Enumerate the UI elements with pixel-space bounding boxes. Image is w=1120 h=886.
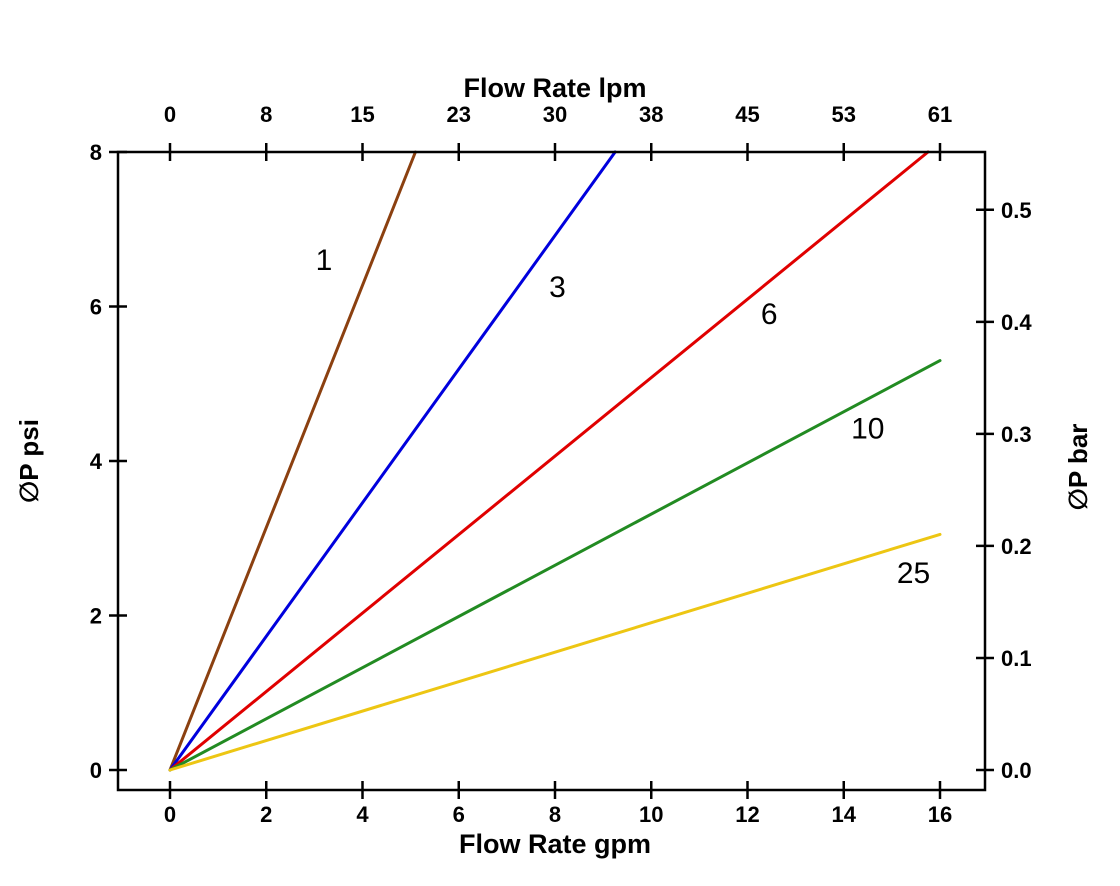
series-label-3: 3	[549, 271, 566, 304]
top-axis-tick-label: 8	[260, 102, 272, 127]
series-line-6	[168, 150, 930, 772]
top-axis-tick-label: 38	[639, 102, 663, 127]
series-label-1: 1	[316, 244, 333, 277]
bottom-axis-title: Flow Rate gpm	[459, 829, 651, 859]
top-axis-title: Flow Rate lpm	[463, 73, 646, 103]
left-axis-tick-label: 4	[90, 449, 103, 474]
top-axis-tick-label: 30	[543, 102, 567, 127]
series-line-1	[168, 150, 417, 772]
series-line-3	[168, 150, 617, 772]
series-line-10	[168, 359, 942, 772]
right-axis-tick-label: 0.3	[1001, 422, 1032, 447]
bottom-axis-tick-label: 14	[832, 802, 857, 827]
right-axis-tick-label: 0.5	[1001, 198, 1032, 223]
top-axis-tick-label: 61	[928, 102, 952, 127]
bottom-axis-tick-label: 2	[260, 802, 272, 827]
left-axis-title: ∅P psi	[14, 419, 44, 503]
top-axis-tick-label: 45	[735, 102, 759, 127]
right-axis-title: ∅P bar	[1063, 424, 1093, 511]
left-axis-tick-label: 6	[90, 295, 102, 320]
bottom-axis-tick-label: 8	[549, 802, 561, 827]
bottom-axis-tick-label: 16	[928, 802, 952, 827]
top-axis-tick-label: 23	[447, 102, 471, 127]
series-label-6: 6	[761, 298, 778, 331]
series-line-25	[168, 532, 942, 772]
left-axis-tick-label: 8	[90, 140, 102, 165]
left-axis-tick-label: 2	[90, 604, 102, 629]
top-axis-tick-label: 0	[164, 102, 176, 127]
plot-frame	[116, 150, 987, 792]
top-axis-tick-label: 53	[832, 102, 856, 127]
bottom-axis-tick-label: 4	[356, 802, 369, 827]
bottom-axis-tick-label: 12	[735, 802, 759, 827]
left-axis-tick-label: 0	[90, 758, 102, 783]
right-axis-tick-label: 0.4	[1001, 310, 1032, 335]
series-label-25: 25	[897, 557, 930, 590]
bottom-axis-tick-label: 0	[164, 802, 176, 827]
bottom-axis-tick-label: 10	[639, 802, 663, 827]
right-axis-tick-label: 0.1	[1001, 646, 1032, 671]
right-axis-tick-label: 0.0	[1001, 758, 1032, 783]
top-axis-tick-label: 15	[350, 102, 374, 127]
series-label-10: 10	[851, 413, 884, 446]
right-axis-tick-label: 0.2	[1001, 534, 1032, 559]
bottom-axis-tick-label: 6	[453, 802, 465, 827]
